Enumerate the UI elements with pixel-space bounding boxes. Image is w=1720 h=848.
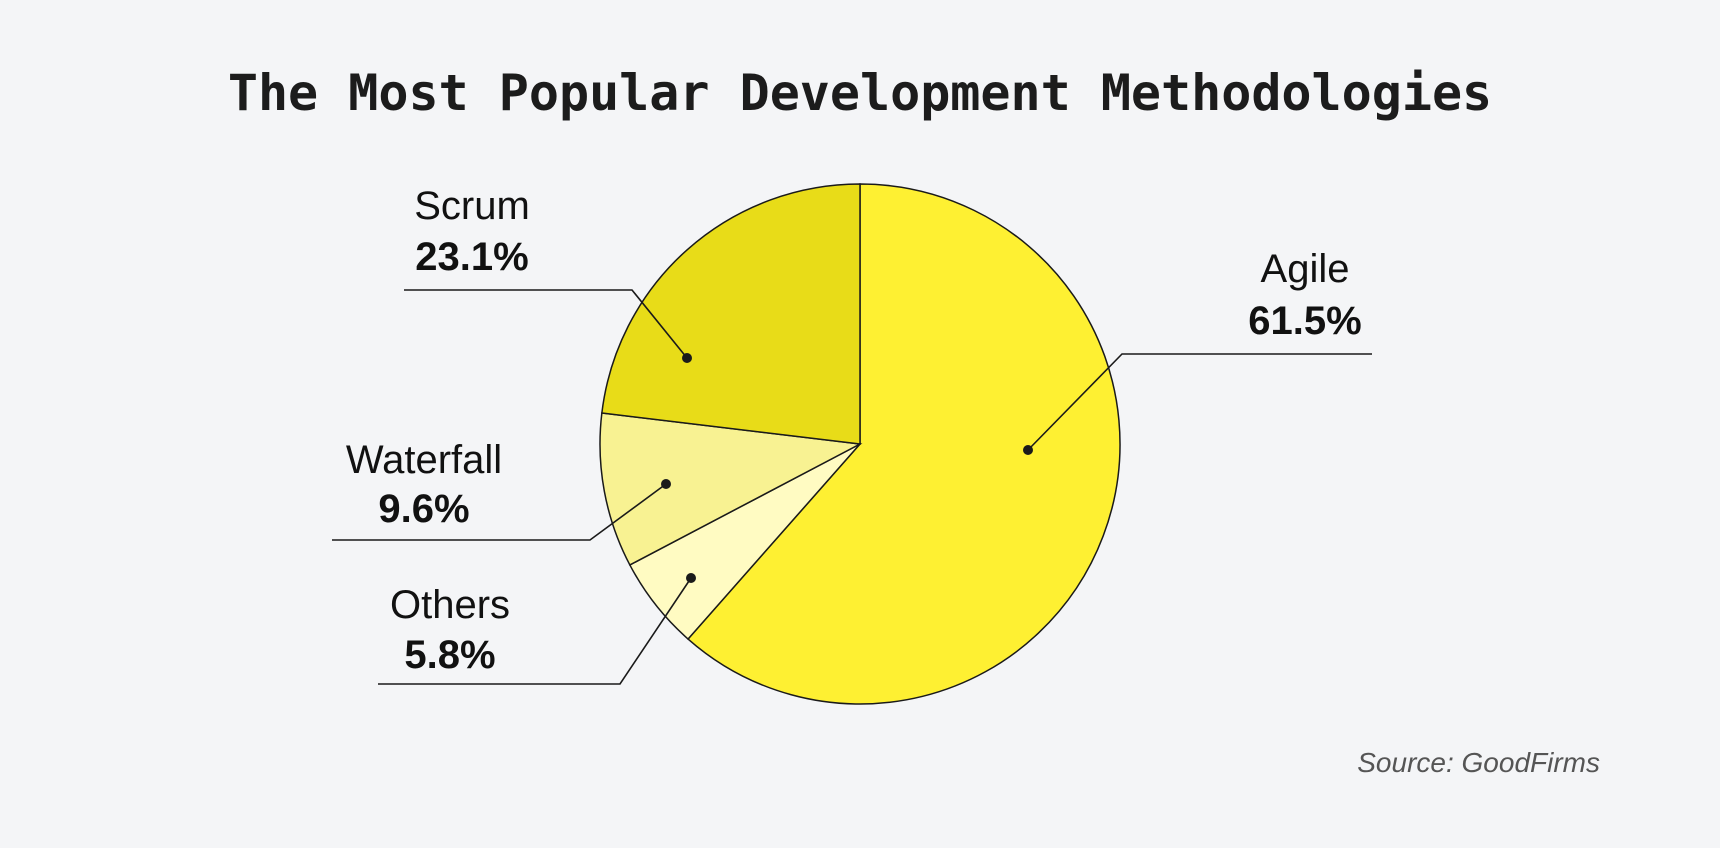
pie-slice-agile: [687, 183, 1121, 705]
leader-line-scrum: [404, 289, 688, 359]
slice-label-scrum: Scrum: [414, 184, 530, 228]
slice-label-waterfall: Waterfall: [346, 438, 502, 482]
slice-value-agile: 61.5%: [1248, 299, 1361, 343]
pie-slices: [599, 183, 1121, 705]
slice-value-scrum: 23.1%: [415, 235, 528, 279]
leader-dot-waterfall: [661, 479, 671, 489]
slice-label-agile: Agile: [1261, 247, 1350, 291]
leader-lines: [332, 289, 1372, 685]
leader-line-others: [378, 577, 692, 685]
pie-slice-scrum: [601, 183, 861, 445]
slice-label-others: Others: [390, 583, 510, 627]
slice-value-waterfall: 9.6%: [378, 487, 469, 531]
leader-dot-scrum: [682, 353, 692, 363]
leader-dot-others: [686, 573, 696, 583]
chart-title: The Most Popular Development Methodologi…: [228, 64, 1492, 122]
leader-line-waterfall: [332, 483, 667, 541]
leader-line-agile: [1027, 353, 1372, 451]
leader-dot-agile: [1023, 445, 1033, 455]
slice-value-others: 5.8%: [404, 633, 495, 677]
slice-labels: Agile 61.5% Others 5.8% Waterfall 9.6% Scrum 23…: [346, 184, 1362, 677]
pie-slice-waterfall: [599, 412, 863, 566]
source-note: Source: GoodFirms: [1357, 747, 1600, 778]
